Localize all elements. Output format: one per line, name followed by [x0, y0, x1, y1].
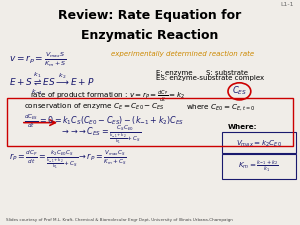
Text: $\frac{dC_{ES}}{dt} = 0 = k_1 C_S (C_{E0} - C_{ES}) - (k_{-1} + k_2)C_{ES}$: $\frac{dC_{ES}}{dt} = 0 = k_1 C_S (C_{E0… [24, 112, 184, 130]
Text: experimentally determined reaction rate: experimentally determined reaction rate [111, 51, 254, 57]
Text: E: enzyme      S: substrate: E: enzyme S: substrate [156, 70, 248, 76]
Text: ES: enzyme-substrate complex: ES: enzyme-substrate complex [156, 75, 264, 81]
Text: Where:: Where: [228, 124, 257, 130]
Text: rate of product formation : $v = r_P = \frac{dC_P}{dt} = k_2$: rate of product formation : $v = r_P = \… [30, 88, 185, 104]
Text: $V_{max} = k_2 C_{E0}$: $V_{max} = k_2 C_{E0}$ [236, 138, 281, 148]
Text: $v = r_P = \frac{V_{max}S}{K_m + S}$: $v = r_P = \frac{V_{max}S}{K_m + S}$ [9, 51, 67, 69]
Text: Slides courtesy of Prof M.L. Kraft, Chemical & Biomolecular Engr Dept, Universit: Slides courtesy of Prof M.L. Kraft, Chem… [6, 218, 233, 222]
Text: $K_m = \frac{k_{-1}+k_2}{k_1}$: $K_m = \frac{k_{-1}+k_2}{k_1}$ [238, 158, 279, 174]
Text: L1-1: L1-1 [280, 2, 294, 7]
Text: conservation of enzyme $C_E = C_{E0} - C_{ES}$: conservation of enzyme $C_E = C_{E0} - C… [24, 102, 165, 112]
Text: $r_P = \frac{dC_P}{dt} = \frac{k_2 C_{E0} C_S}{\frac{k_{-1}+k_2}{k_1} + C_S} \ri: $r_P = \frac{dC_P}{dt} = \frac{k_2 C_{E0… [9, 148, 127, 171]
Text: where $C_{E0} = C_{E,t=0}$: where $C_{E0} = C_{E,t=0}$ [186, 102, 255, 112]
Text: Review: Rate Equation for: Review: Rate Equation for [58, 9, 242, 22]
Text: $E + S \underset{k_{-1}}{\overset{k_1}{\rightleftharpoons}} ES \overset{k_2}{\lo: $E + S \underset{k_{-1}}{\overset{k_1}{\… [9, 71, 95, 97]
Text: $\rightarrow\!\rightarrow\!\rightarrow C_{ES} = \frac{C_S C_{E0}}{\frac{k_{-1}+k: $\rightarrow\!\rightarrow\!\rightarrow C… [60, 124, 141, 146]
Text: Enzymatic Reaction: Enzymatic Reaction [81, 29, 219, 42]
Text: $C_{ES}$: $C_{ES}$ [232, 84, 247, 97]
